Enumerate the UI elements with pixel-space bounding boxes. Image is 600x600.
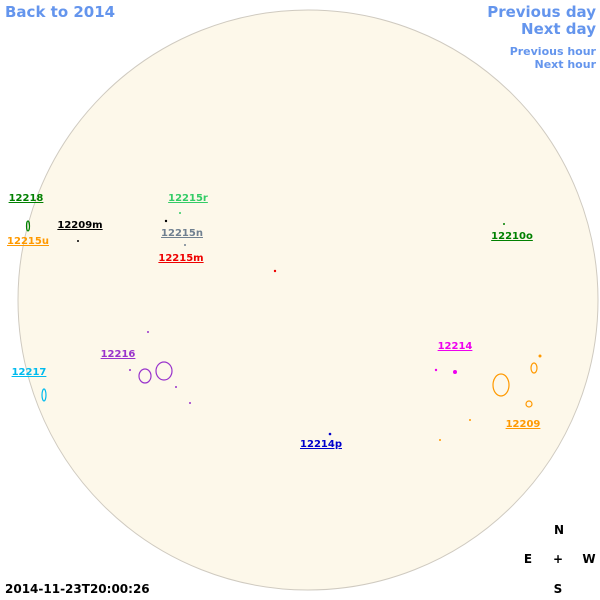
region-label: 12218 [8,193,44,204]
region-label: 12217 [11,367,47,378]
region-label: 12214 [437,341,473,352]
compass-east: E [523,552,533,566]
previous-day-link[interactable]: Previous day [487,3,596,21]
solar-disk [17,9,599,591]
compass-south: S [553,582,563,596]
region-label: 12215u [7,236,49,247]
region-label: 12216 [100,349,136,360]
next-day-link[interactable]: Next day [521,20,596,38]
region-label: 12210o [491,231,533,242]
spot-dots [77,212,542,441]
region-label: 12209m [57,220,103,231]
compass-west: W [582,552,596,566]
region-label: 12214p [300,439,342,450]
region-label: 12209 [505,419,541,430]
sunspots [25,220,538,408]
compass-north: N [553,523,565,537]
region-label: 12215n [161,228,203,239]
back-link[interactable]: Back to 2014 [5,3,116,21]
region-label: 12215m [158,253,204,264]
region-label: 12215r [168,193,208,204]
previous-hour-link[interactable]: Previous hour [509,45,596,58]
compass-center: + [552,552,564,566]
next-hour-link[interactable]: Next hour [534,58,597,71]
timestamp: 2014-11-23T20:00:26 [5,582,150,596]
